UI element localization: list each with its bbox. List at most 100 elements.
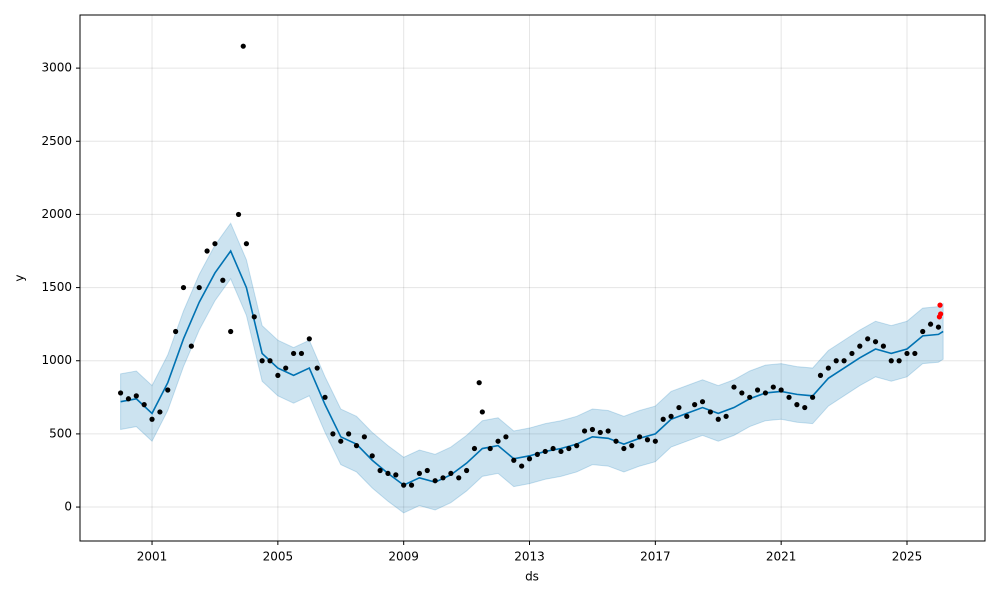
data-point — [471, 445, 478, 452]
data-point — [817, 372, 824, 378]
data-point — [668, 413, 674, 419]
data-point — [267, 358, 273, 364]
x-tick-label: 2009 — [388, 550, 419, 564]
data-point — [432, 478, 438, 484]
data-point — [456, 475, 462, 481]
x-tick-label: 2005 — [263, 550, 294, 564]
data-point — [283, 365, 289, 371]
data-point — [125, 396, 132, 402]
data-point — [369, 453, 375, 459]
data-point — [487, 445, 493, 452]
data-point — [361, 434, 367, 440]
data-point — [786, 394, 792, 400]
y-tick-label: 1000 — [41, 353, 72, 367]
data-point — [715, 416, 721, 422]
data-point — [589, 426, 596, 433]
data-point — [938, 311, 944, 317]
data-point — [888, 358, 894, 364]
data-point — [440, 475, 446, 481]
x-tick-label: 2025 — [892, 550, 923, 564]
data-point — [542, 448, 548, 455]
x-tick-label: 2021 — [766, 550, 797, 564]
data-point — [330, 431, 336, 437]
data-point — [526, 456, 533, 462]
y-tick-label: 1500 — [41, 280, 72, 294]
data-point — [550, 445, 556, 452]
data-point — [314, 365, 320, 371]
data-point — [511, 457, 517, 463]
axes-frame — [79, 14, 986, 542]
data-point — [149, 416, 155, 422]
data-point — [872, 339, 879, 345]
data-point — [251, 314, 257, 320]
data-point — [338, 438, 344, 444]
data-point — [558, 448, 564, 455]
data-point — [165, 387, 171, 393]
data-point — [393, 472, 399, 478]
y-tick-label: 2500 — [41, 134, 72, 148]
data-point — [833, 358, 839, 364]
data-point — [353, 443, 360, 449]
data-point — [566, 445, 572, 452]
data-point — [476, 380, 482, 386]
data-point — [463, 467, 470, 474]
data-point — [778, 387, 784, 393]
y-tick-label: 2000 — [41, 207, 72, 221]
data-point — [605, 428, 611, 434]
data-point — [794, 402, 800, 408]
data-point — [243, 241, 250, 247]
y-tick-label: 500 — [49, 426, 72, 440]
data-point — [416, 470, 423, 477]
data-point — [377, 467, 383, 474]
data-point — [937, 302, 943, 308]
x-tick-label: 2001 — [137, 550, 168, 564]
data-point — [235, 211, 242, 218]
data-point — [290, 350, 297, 357]
data-point — [117, 390, 124, 396]
data-point — [912, 350, 918, 357]
plot-area — [80, 15, 985, 541]
data-point — [534, 451, 540, 457]
data-point — [188, 343, 194, 349]
data-point — [240, 43, 246, 49]
data-point — [401, 482, 407, 488]
data-point — [754, 387, 761, 393]
y-axis-label: y — [13, 274, 27, 281]
data-point — [857, 343, 863, 349]
data-point — [802, 404, 808, 411]
data-point — [896, 358, 902, 364]
data-point — [707, 409, 713, 415]
data-point — [424, 467, 430, 474]
data-point — [180, 284, 187, 291]
data-point — [228, 328, 234, 335]
x-tick-label: 2013 — [514, 550, 545, 564]
data-point — [495, 438, 501, 444]
data-point — [259, 358, 265, 364]
data-point — [684, 413, 690, 419]
data-point — [739, 390, 745, 396]
y-tick-label: 0 — [64, 500, 72, 514]
data-point — [825, 365, 831, 371]
data-point — [880, 343, 886, 349]
data-point — [637, 434, 643, 440]
data-point — [699, 399, 706, 405]
y-tick-label: 3000 — [41, 61, 72, 75]
data-point — [613, 438, 619, 444]
data-point — [849, 350, 855, 357]
data-point — [731, 384, 737, 390]
data-point — [212, 241, 218, 247]
data-point — [503, 434, 509, 440]
data-point — [141, 402, 147, 408]
data-point — [385, 470, 391, 477]
data-point — [770, 384, 776, 390]
data-point — [306, 336, 312, 342]
data-point — [810, 394, 816, 400]
data-point — [574, 443, 580, 449]
data-point — [173, 328, 179, 335]
data-point — [275, 372, 281, 378]
data-point — [692, 402, 698, 408]
data-point — [196, 284, 202, 291]
data-point — [581, 428, 588, 434]
data-point — [629, 443, 635, 449]
